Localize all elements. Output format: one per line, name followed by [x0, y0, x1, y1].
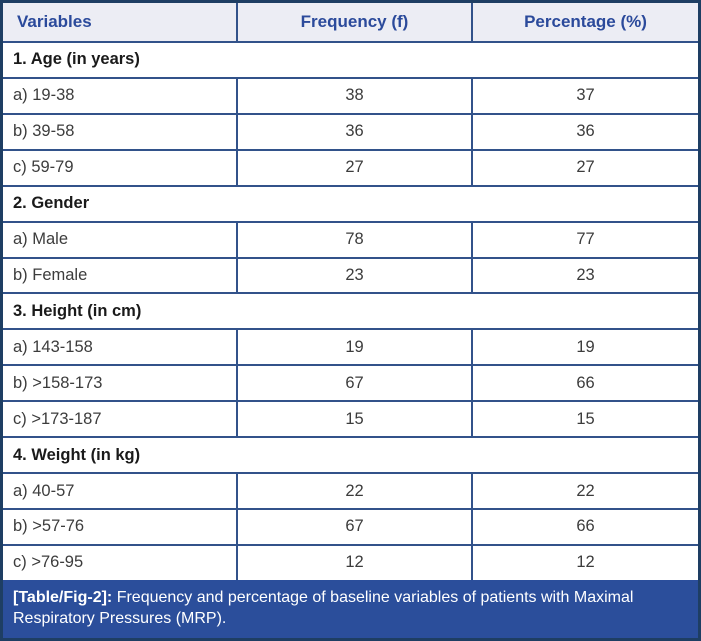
data-row: c) 59-79 27 27	[3, 148, 698, 187]
percentage-cell: 37	[471, 76, 698, 115]
percentage-cell: 27	[471, 148, 698, 187]
header-variables: Variables	[3, 3, 238, 43]
data-row: b) Female 23 23	[3, 256, 698, 295]
frequency-cell: 67	[236, 507, 473, 546]
data-row: c) >76-95 12 12	[3, 543, 698, 580]
section-title: 4. Weight (in kg)	[3, 436, 698, 475]
frequency-cell: 12	[236, 543, 473, 580]
data-row: a) 40-57 22 22	[3, 472, 698, 510]
percentage-cell: 66	[471, 364, 698, 403]
section-row: 3. Height (in cm)	[3, 292, 698, 331]
section-row: 1. Age (in years)	[3, 41, 698, 79]
caption-text: Frequency and percentage of baseline var…	[13, 588, 634, 627]
baseline-variables-table: Variables Frequency (f) Percentage (%) 1…	[3, 3, 698, 580]
data-row: a) Male 78 77	[3, 220, 698, 259]
frequency-cell: 27	[236, 148, 473, 187]
percentage-cell: 19	[471, 328, 698, 367]
variable-cell: b) >158-173	[3, 364, 238, 403]
variable-cell: c) 59-79	[3, 148, 238, 187]
percentage-cell: 22	[471, 472, 698, 510]
table-body: 1. Age (in years) a) 19-38 38 37 b) 39-58 36 3…	[3, 41, 698, 580]
frequency-cell: 15	[236, 400, 473, 439]
table-header-row: Variables Frequency (f) Percentage (%)	[3, 3, 698, 43]
variable-cell: b) Female	[3, 256, 238, 295]
percentage-cell: 66	[471, 507, 698, 546]
header-frequency: Frequency (f)	[236, 3, 473, 43]
variable-cell: c) >76-95	[3, 543, 238, 580]
data-row: c) >173-187 15 15	[3, 400, 698, 439]
frequency-cell: 67	[236, 364, 473, 403]
percentage-cell: 15	[471, 400, 698, 439]
percentage-cell: 77	[471, 220, 698, 259]
variable-cell: b) 39-58	[3, 112, 238, 151]
variable-cell: a) 19-38	[3, 76, 238, 115]
variable-cell: a) 40-57	[3, 472, 238, 510]
data-row: a) 143-158 19 19	[3, 328, 698, 367]
frequency-cell: 38	[236, 76, 473, 115]
data-row: b) 39-58 36 36	[3, 112, 698, 151]
data-row: b) >57-76 67 66	[3, 507, 698, 546]
section-title: 3. Height (in cm)	[3, 292, 698, 331]
data-row: a) 19-38 38 37	[3, 76, 698, 115]
variable-cell: a) Male	[3, 220, 238, 259]
figure-caption: [Table/Fig-2]: Frequency and percentage …	[3, 579, 698, 638]
section-row: 2. Gender	[3, 184, 698, 223]
data-row: b) >158-173 67 66	[3, 364, 698, 403]
frequency-cell: 22	[236, 472, 473, 510]
frequency-cell: 19	[236, 328, 473, 367]
percentage-cell: 36	[471, 112, 698, 151]
section-row: 4. Weight (in kg)	[3, 436, 698, 475]
header-percentage: Percentage (%)	[471, 3, 698, 43]
percentage-cell: 23	[471, 256, 698, 295]
variable-cell: b) >57-76	[3, 507, 238, 546]
frequency-cell: 36	[236, 112, 473, 151]
caption-label: [Table/Fig-2]:	[13, 588, 113, 606]
frequency-cell: 78	[236, 220, 473, 259]
frequency-cell: 23	[236, 256, 473, 295]
variable-cell: a) 143-158	[3, 328, 238, 367]
section-title: 1. Age (in years)	[3, 41, 698, 79]
section-title: 2. Gender	[3, 184, 698, 223]
variable-cell: c) >173-187	[3, 400, 238, 439]
percentage-cell: 12	[471, 543, 698, 580]
